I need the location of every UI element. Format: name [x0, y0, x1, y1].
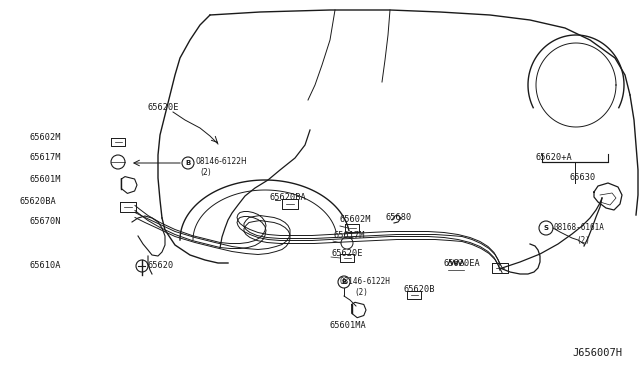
Text: B: B	[341, 279, 347, 285]
Text: S: S	[543, 225, 548, 231]
Text: J656007H: J656007H	[572, 348, 622, 358]
Text: 08146-6122H: 08146-6122H	[340, 276, 391, 285]
Text: 65617M: 65617M	[334, 231, 365, 241]
Text: (2): (2)	[576, 235, 590, 244]
Circle shape	[539, 221, 553, 235]
Text: 08168-6161A: 08168-6161A	[554, 224, 605, 232]
Text: 65620E: 65620E	[332, 248, 364, 257]
Text: 65620BA: 65620BA	[270, 193, 307, 202]
Text: 65680: 65680	[386, 214, 412, 222]
Text: 65620B: 65620B	[404, 285, 435, 294]
Text: 65602M: 65602M	[340, 215, 371, 224]
Text: 65620E: 65620E	[148, 103, 179, 112]
Text: 65630: 65630	[570, 173, 596, 183]
Text: 65620: 65620	[148, 262, 174, 270]
Text: 65620EA: 65620EA	[444, 260, 481, 269]
Text: 08146-6122H: 08146-6122H	[196, 157, 248, 166]
Circle shape	[182, 157, 194, 169]
Text: 65620+A: 65620+A	[536, 154, 573, 163]
Text: 65670N: 65670N	[30, 218, 61, 227]
Text: B: B	[186, 160, 191, 166]
Circle shape	[136, 260, 148, 272]
Text: 65601M: 65601M	[30, 176, 61, 185]
Text: 65601MA: 65601MA	[330, 321, 367, 330]
Text: 65617M: 65617M	[30, 154, 61, 163]
Text: (2): (2)	[200, 167, 211, 176]
Text: 65602M: 65602M	[30, 132, 61, 141]
Text: 65620BA: 65620BA	[20, 198, 57, 206]
Circle shape	[338, 276, 350, 288]
Text: (2): (2)	[354, 289, 368, 298]
Text: 65610A: 65610A	[30, 262, 61, 270]
